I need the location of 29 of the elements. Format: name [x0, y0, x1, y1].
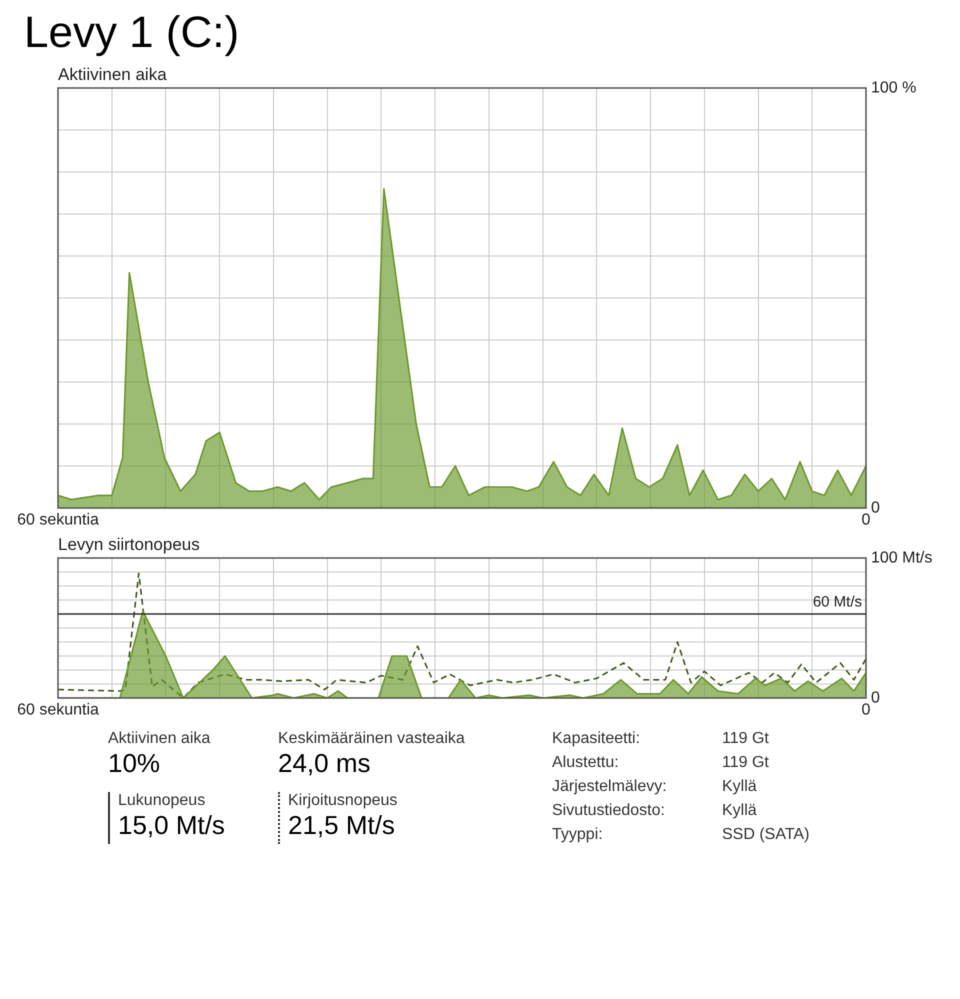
text: Sivutustiedosto:: [552, 802, 666, 820]
text: Aktiivinen aika: [108, 730, 212, 748]
chart-title: Levy 1 (C:): [24, 8, 240, 58]
y-tick-label: 0: [871, 499, 880, 516]
text: Keskimääräinen vasteaika: [278, 730, 466, 748]
x-tick-label: 60 sekuntia: [17, 701, 100, 718]
text: 21,5 Mt/s: [288, 810, 396, 841]
text: Kapasiteetti:: [552, 730, 642, 748]
text: Tyyppi:: [552, 826, 604, 844]
y-axis-title: Levyn siirtonopeus: [58, 535, 200, 554]
ref-line-label: 60 Mt/s: [812, 594, 862, 611]
y-tick-label: 100 Mt/s: [871, 549, 932, 566]
y-tick-label: 100 %: [871, 79, 916, 96]
line-series: [58, 572, 866, 698]
text: Alustettu:: [552, 754, 620, 772]
text: SSD (SATA): [722, 826, 810, 844]
text: 10%: [108, 748, 162, 779]
y-tick-label: 0: [871, 689, 880, 706]
text: 119 Gt: [722, 730, 770, 748]
text: Lukunopeus: [118, 792, 206, 810]
text: Järjestelmälevy:: [552, 778, 668, 796]
text: Kyllä: [722, 802, 758, 820]
x-tick-label: 60 sekuntia: [17, 511, 100, 528]
text: Kirjoitusnopeus: [288, 792, 398, 810]
text: 24,0 ms: [278, 748, 372, 779]
y-axis-title: Aktiivinen aika: [58, 65, 168, 84]
text: 119 Gt: [722, 754, 770, 772]
text: Kyllä: [722, 778, 758, 796]
text: 15,0 Mt/s: [118, 810, 226, 841]
